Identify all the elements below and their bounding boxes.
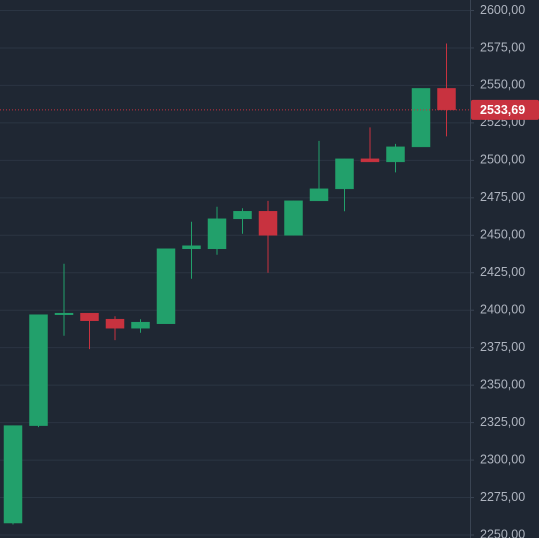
y-tick-label: 2475,00	[480, 190, 525, 204]
y-tick-label: 2350,00	[480, 377, 525, 391]
y-tick-label: 2550,00	[480, 78, 525, 92]
y-tick-label: 2400,00	[480, 303, 525, 317]
candle-body	[360, 158, 380, 163]
candle-body	[207, 218, 227, 250]
y-tick-label: 2275,00	[480, 490, 525, 504]
candle-body	[284, 200, 303, 236]
candle-body	[182, 245, 201, 250]
last-price-label: 2533,69	[480, 103, 525, 117]
y-tick-label: 2575,00	[480, 40, 525, 54]
candle-body	[233, 211, 252, 220]
candle-body	[131, 321, 150, 329]
y-tick-label: 2450,00	[480, 228, 525, 242]
candle-body	[54, 312, 74, 315]
candle-body	[258, 211, 278, 236]
last-price-tag	[471, 99, 539, 120]
y-tick-label: 2300,00	[480, 452, 525, 466]
candle-body	[437, 88, 456, 111]
candle-body	[386, 146, 405, 163]
candle-body	[80, 312, 99, 321]
candle-body	[411, 88, 431, 148]
y-tick-label: 2425,00	[480, 265, 525, 279]
y-tick-label: 2500,00	[480, 153, 525, 167]
y-tick-label: 2375,00	[480, 340, 525, 354]
candle-body	[156, 248, 176, 324]
candle-body	[29, 314, 48, 426]
y-tick-label: 2600,00	[480, 3, 525, 17]
candle-body	[309, 188, 329, 202]
candle-body	[105, 318, 125, 329]
candle-body	[3, 425, 23, 524]
candle-body	[335, 158, 354, 190]
y-tick-label: 2325,00	[480, 415, 525, 429]
y-tick-label: 2250,00	[480, 527, 525, 538]
